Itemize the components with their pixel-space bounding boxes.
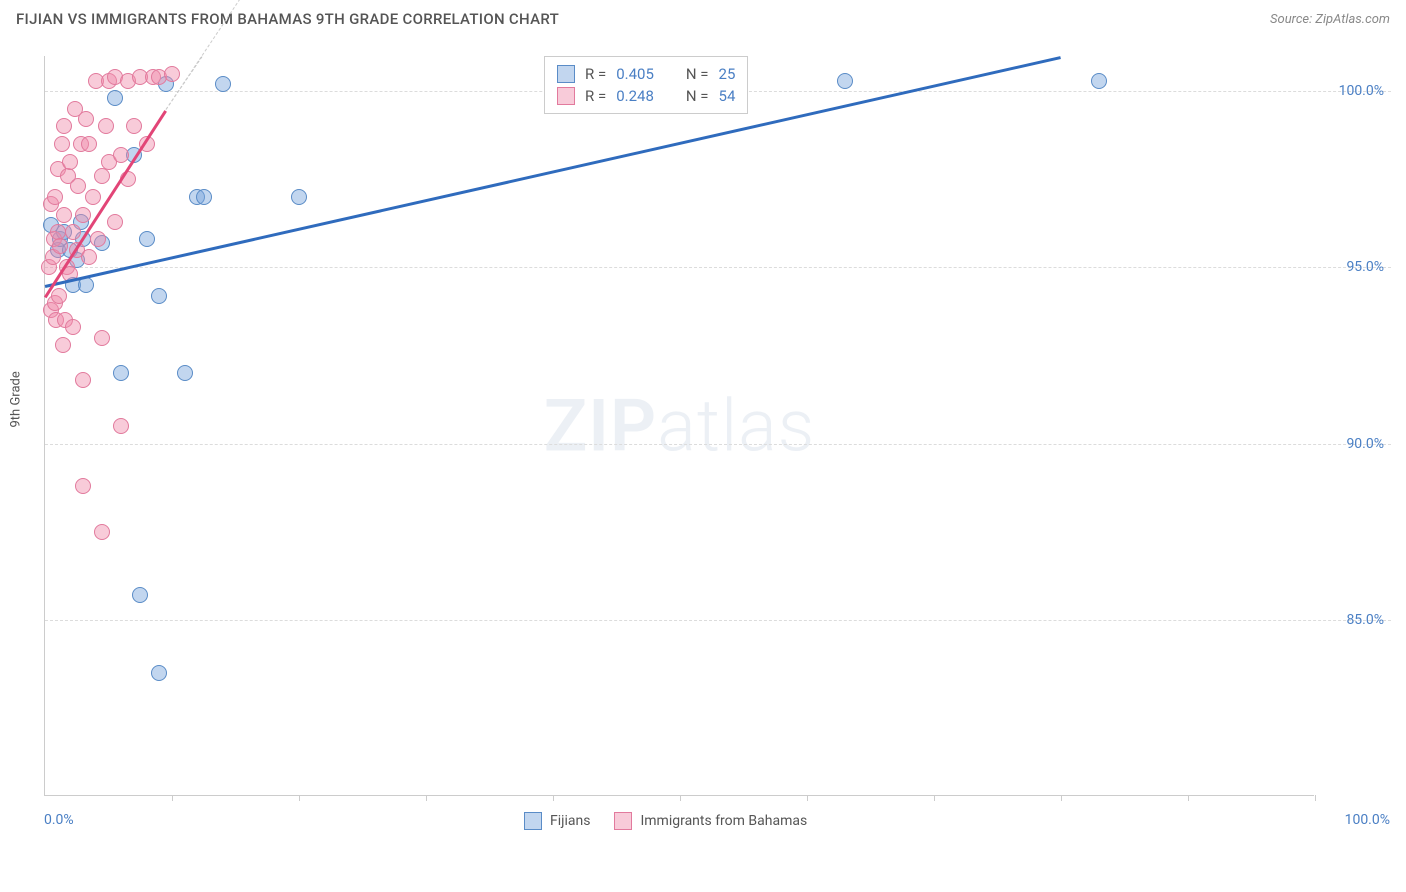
header: FIJIAN VS IMMIGRANTS FROM BAHAMAS 9TH GR… [0,0,1406,36]
data-point [215,76,231,92]
data-point [107,90,123,106]
data-point [56,118,72,134]
data-point [65,319,81,335]
y-axis-title: 9th Grade [9,371,24,427]
x-tick [1188,795,1189,801]
data-point [62,154,78,170]
grid-line [45,620,1391,621]
n-value: 25 [719,65,736,83]
legend-item: Immigrants from Bahamas [614,812,807,830]
watermark-atlas: atlas [657,383,815,468]
data-point [70,178,86,194]
data-point [132,587,148,603]
data-point [81,136,97,152]
legend-item: Fijians [524,812,590,830]
data-point [75,372,91,388]
x-tick [1061,795,1062,801]
r-value: 0.405 [616,65,654,83]
legend-swatch [557,87,575,105]
data-point [837,73,853,89]
data-point [126,118,142,134]
r-label: R = [585,87,606,105]
n-label: N = [686,65,709,83]
legend-stat-row: R = 0.248 N = 54 [557,85,735,107]
watermark: ZIPatlas [544,383,816,468]
data-point [1091,73,1107,89]
legend-swatch [524,812,542,830]
y-tick-label: 95.0% [1314,259,1384,275]
data-point [113,418,129,434]
legend-stat-row: R = 0.405 N = 25 [557,63,735,85]
data-point [52,238,68,254]
watermark-zip: ZIP [544,383,657,468]
legend-label: Fijians [550,813,590,829]
grid-line [45,267,1391,268]
y-tick-label: 90.0% [1314,436,1384,452]
data-point [177,365,193,381]
data-point [113,365,129,381]
data-point [51,288,67,304]
y-tick-label: 85.0% [1314,612,1384,628]
x-tick [934,795,935,801]
data-point [85,189,101,205]
y-tick-label: 100.0% [1314,83,1384,99]
data-point [164,66,180,82]
legend-series: Fijians Immigrants from Bahamas [524,812,807,830]
data-point [47,189,63,205]
source-label: Source: ZipAtlas.com [1270,12,1390,27]
x-tick [680,795,681,801]
data-point [94,168,110,184]
chart-title: FIJIAN VS IMMIGRANTS FROM BAHAMAS 9TH GR… [16,10,559,28]
data-point [55,337,71,353]
grid-line [45,444,1391,445]
x-axis-min-label: 0.0% [44,812,74,828]
x-tick [1315,795,1316,801]
x-tick [553,795,554,801]
data-point [90,231,106,247]
data-point [151,288,167,304]
data-point [75,478,91,494]
data-point [78,111,94,127]
data-point [151,665,167,681]
data-point [81,249,97,265]
data-point [94,524,110,540]
data-point [54,136,70,152]
n-value: 54 [719,87,736,105]
data-point [291,189,307,205]
x-tick [299,795,300,801]
data-point [139,231,155,247]
x-axis-max-label: 100.0% [1345,812,1390,828]
x-tick [172,795,173,801]
data-point [196,189,212,205]
n-label: N = [686,87,709,105]
data-point [107,214,123,230]
data-point [56,207,72,223]
data-point [75,207,91,223]
legend-swatch [614,812,632,830]
data-point [98,118,114,134]
chart-area: ZIPatlas R =0.405N =25R =0.248N =54 Fiji… [44,56,1390,796]
x-tick [807,795,808,801]
r-label: R = [585,65,606,83]
data-point [94,330,110,346]
legend-stats: R = 0.405 N = 25 R = 0.248 N = 54 [544,56,748,114]
r-value: 0.248 [616,87,654,105]
legend-label: Immigrants from Bahamas [640,813,807,829]
plot-area: ZIPatlas [44,56,1314,796]
x-tick [426,795,427,801]
data-point [65,224,81,240]
data-point [113,147,129,163]
legend-swatch [557,65,575,83]
